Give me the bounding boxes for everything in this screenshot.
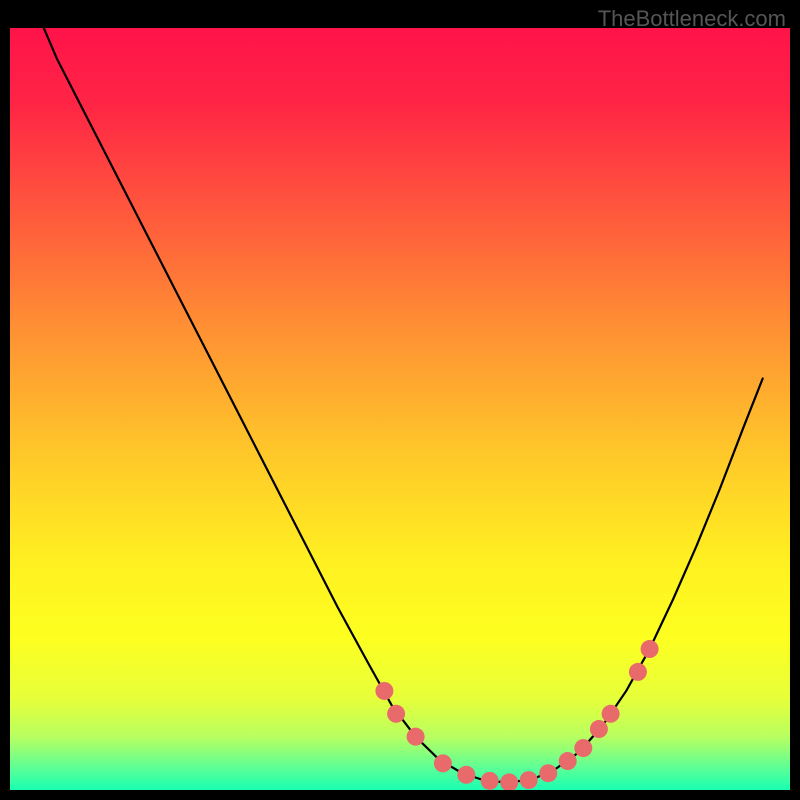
data-marker xyxy=(641,640,659,658)
data-marker xyxy=(520,771,538,789)
data-marker xyxy=(481,772,499,790)
data-marker xyxy=(590,720,608,738)
data-marker xyxy=(629,663,647,681)
data-marker xyxy=(407,728,425,746)
data-marker xyxy=(457,766,475,784)
data-marker xyxy=(574,739,592,757)
data-marker xyxy=(559,752,577,770)
data-marker xyxy=(500,773,518,791)
data-marker xyxy=(375,682,393,700)
data-marker xyxy=(387,705,405,723)
data-marker xyxy=(539,764,557,782)
data-marker xyxy=(602,705,620,723)
data-marker xyxy=(434,754,452,772)
chart-gradient-background xyxy=(10,28,790,790)
chart-container: TheBottleneck.com xyxy=(0,0,800,800)
bottleneck-chart xyxy=(0,0,800,800)
